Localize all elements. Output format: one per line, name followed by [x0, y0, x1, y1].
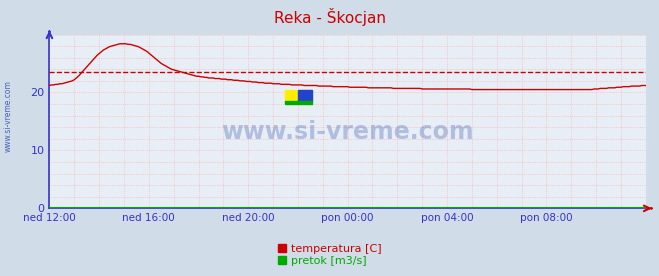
FancyBboxPatch shape [285, 91, 312, 100]
FancyBboxPatch shape [285, 100, 312, 105]
Text: www.si-vreme.com: www.si-vreme.com [4, 80, 13, 152]
Legend: temperatura [C], pretok [m3/s]: temperatura [C], pretok [m3/s] [273, 239, 386, 270]
FancyBboxPatch shape [299, 91, 312, 100]
Text: Reka - Škocjan: Reka - Škocjan [273, 8, 386, 26]
Text: www.si-vreme.com: www.si-vreme.com [221, 120, 474, 144]
